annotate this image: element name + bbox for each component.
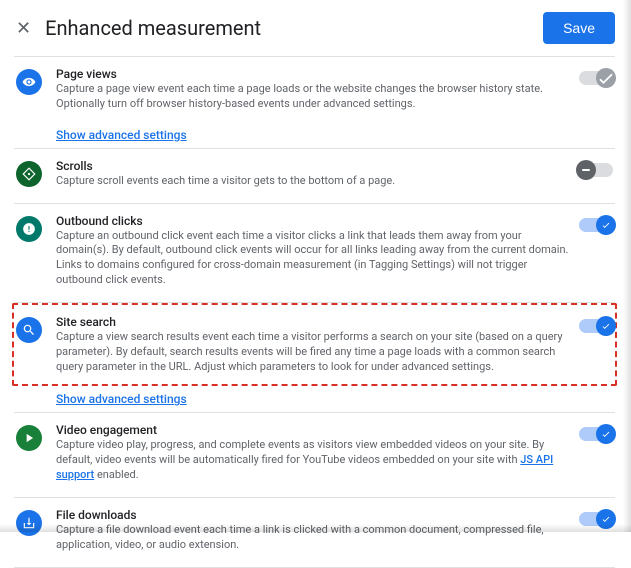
content: Page views Capture a page view event eac…	[56, 67, 569, 112]
row-video: Video engagement Capture video play, pro…	[14, 413, 615, 493]
desc-pre: Capture video play, progress, and comple…	[56, 438, 544, 466]
toggle-col	[569, 512, 613, 526]
row-title: Outbound clicks	[56, 214, 569, 228]
toggle-knob	[596, 424, 616, 444]
toggle-file[interactable]	[579, 512, 613, 526]
section-outbound: Outbound clicks Capture an outbound clic…	[14, 204, 615, 303]
row-scrolls: Scrolls Capture scroll events each time …	[14, 149, 615, 199]
section-site-search: Site search Capture a view search result…	[14, 303, 615, 414]
download-icon	[16, 510, 42, 536]
search-icon	[16, 317, 42, 343]
toggle-knob	[596, 509, 616, 529]
shadow-right	[623, 0, 631, 532]
content: File downloads Capture a file download e…	[56, 508, 569, 553]
toggle-scrolls[interactable]	[579, 163, 613, 177]
row-title: Scrolls	[56, 159, 569, 173]
advanced-link-page-views[interactable]: Show advanced settings	[56, 128, 187, 142]
section-video: Video engagement Capture video play, pro…	[14, 413, 615, 498]
toggle-knob	[596, 68, 616, 88]
row-desc: Capture a page view event each time a pa…	[56, 82, 569, 112]
row-title: Page views	[56, 67, 569, 81]
toggle-video[interactable]	[579, 427, 613, 441]
row-desc: Capture a file download event each time …	[56, 523, 569, 553]
row-title: File downloads	[56, 508, 569, 522]
row-desc: Capture a view search results event each…	[56, 330, 569, 375]
content: Scrolls Capture scroll events each time …	[56, 159, 569, 189]
row-file: File downloads Capture a file download e…	[14, 498, 615, 563]
header: ✕ Enhanced measurement Save	[14, 12, 615, 44]
toggle-page-views[interactable]	[579, 71, 613, 85]
toggle-col	[569, 319, 613, 333]
row-desc: Capture scroll events each time a visito…	[56, 174, 569, 189]
toggle-col	[569, 71, 613, 85]
close-icon[interactable]: ✕	[16, 18, 31, 39]
row-title: Site search	[56, 315, 569, 329]
toggle-knob	[596, 215, 616, 235]
toggle-col	[569, 163, 613, 177]
row-page-views: Page views Capture a page view event eac…	[14, 57, 615, 122]
toggle-knob	[576, 160, 596, 180]
row-site-search: Site search Capture a view search result…	[12, 303, 617, 387]
page-title: Enhanced measurement	[45, 16, 543, 40]
row-desc: Capture an outbound click event each tim…	[56, 229, 569, 288]
toggle-knob	[596, 316, 616, 336]
section-page-views: Page views Capture a page view event eac…	[14, 57, 615, 149]
row-outbound: Outbound clicks Capture an outbound clic…	[14, 204, 615, 298]
eye-icon	[16, 69, 42, 95]
toggle-outbound[interactable]	[579, 218, 613, 232]
section-scrolls: Scrolls Capture scroll events each time …	[14, 149, 615, 204]
play-icon	[16, 425, 42, 451]
row-title: Video engagement	[56, 423, 569, 437]
content: Site search Capture a view search result…	[56, 315, 569, 375]
section-file: File downloads Capture a file download e…	[14, 498, 615, 568]
content: Video engagement Capture video play, pro…	[56, 423, 569, 483]
toggle-site-search[interactable]	[579, 319, 613, 333]
content: Outbound clicks Capture an outbound clic…	[56, 214, 569, 288]
row-desc: Capture video play, progress, and comple…	[56, 438, 569, 483]
toggle-col	[569, 427, 613, 441]
save-button[interactable]: Save	[543, 12, 615, 44]
advanced-link-site-search[interactable]: Show advanced settings	[56, 392, 187, 406]
toggle-col	[569, 218, 613, 232]
desc-post: enabled.	[94, 468, 138, 481]
outbound-icon	[16, 216, 42, 242]
scroll-icon	[16, 161, 42, 187]
